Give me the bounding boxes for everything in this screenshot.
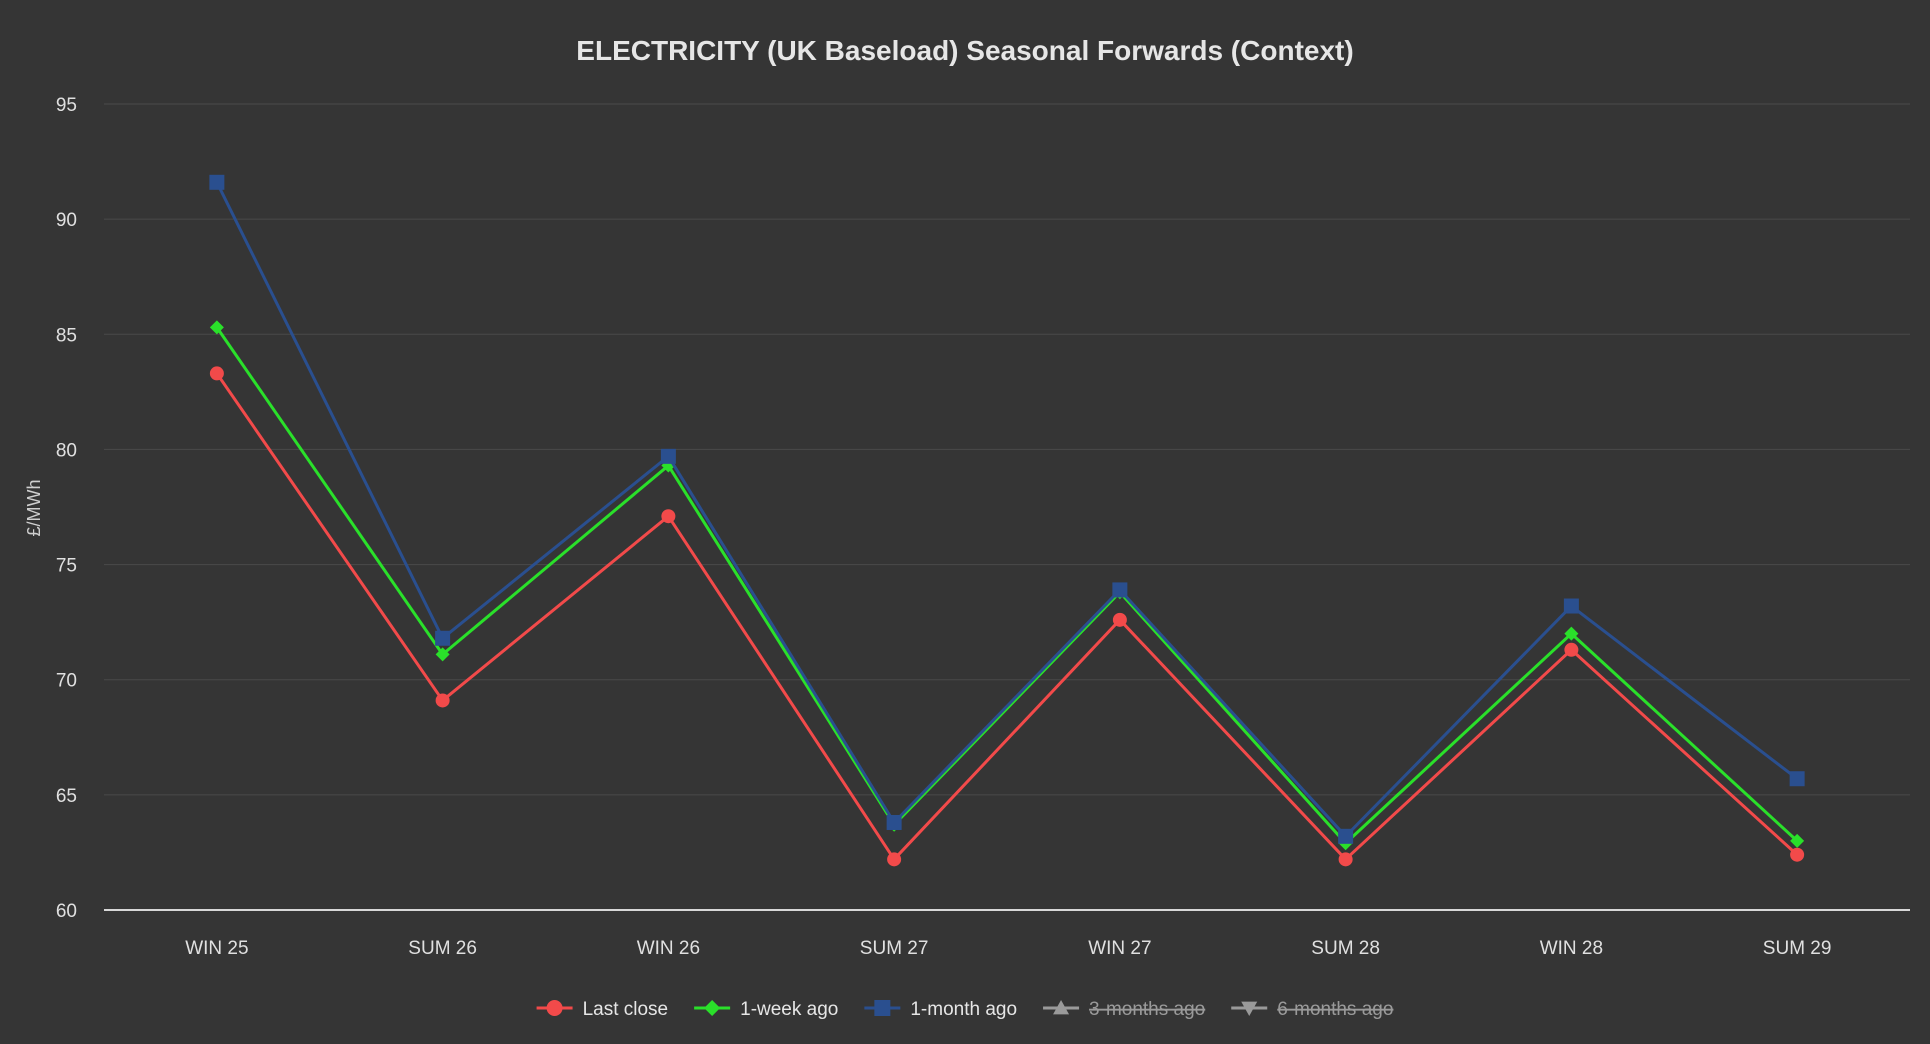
data-point <box>209 320 224 335</box>
data-point <box>1112 582 1128 598</box>
legend-label: 3-months ago <box>1089 999 1205 1020</box>
series-group <box>209 174 1805 867</box>
data-point <box>209 366 224 381</box>
data-point <box>1563 598 1579 614</box>
y-tick-label: 75 <box>56 556 77 577</box>
series-line <box>215 180 1799 838</box>
data-point <box>1790 847 1805 862</box>
legend-item-1[interactable]: 1-week ago <box>694 999 838 1020</box>
legend-item-3[interactable]: 3-months ago <box>1043 999 1205 1020</box>
data-point <box>1338 828 1354 844</box>
legend-item-0[interactable]: Last close <box>536 999 669 1020</box>
data-point <box>1564 626 1579 641</box>
x-tick-label: WIN 28 <box>1540 938 1603 959</box>
y-tick-label: 65 <box>56 786 77 807</box>
series-line <box>215 371 1799 861</box>
legend-item-4[interactable]: 6-months ago <box>1231 999 1393 1020</box>
legend: Last close 1-week ago 1-month ago 3-months … <box>536 999 1393 1020</box>
y-tick-label: 80 <box>56 440 77 461</box>
data-point <box>209 174 225 190</box>
gridlines <box>104 103 1910 796</box>
axes: 60 65 70 75 80 85 90 95 WIN 25 SUM 26 WIN 26 SUM 27… <box>56 95 1910 959</box>
legend-marker <box>546 1000 563 1016</box>
data-point <box>1112 612 1127 627</box>
series-1[interactable] <box>209 320 1805 851</box>
data-point <box>435 630 451 646</box>
data-point <box>1338 852 1353 867</box>
x-tick-label: WIN 26 <box>637 938 700 959</box>
chart-title: ELECTRICITY (UK Baseload) Seasonal Forwa… <box>576 35 1353 66</box>
x-tick-label: SUM 28 <box>1311 938 1380 959</box>
legend-label: 1-month ago <box>910 999 1017 1020</box>
data-point <box>887 852 902 867</box>
data-point <box>435 693 450 708</box>
y-tick-label: 60 <box>56 901 77 922</box>
data-point <box>1789 771 1805 787</box>
data-point <box>1564 642 1579 657</box>
x-tick-label: SUM 29 <box>1763 938 1832 959</box>
legend-item-2[interactable]: 1-month ago <box>864 999 1017 1020</box>
series-0[interactable] <box>209 366 1805 867</box>
x-tick-label: WIN 25 <box>185 938 248 959</box>
data-point <box>886 814 902 830</box>
legend-label: 6-months ago <box>1277 999 1393 1020</box>
x-tick-label: SUM 27 <box>860 938 929 959</box>
legend-label: 1-week ago <box>740 999 838 1020</box>
y-axis-title: £/MWh <box>24 479 44 536</box>
legend-marker <box>1053 1000 1070 1015</box>
data-point <box>1790 833 1805 848</box>
data-point <box>435 647 450 662</box>
legend-label: Last close <box>583 999 669 1020</box>
data-point <box>661 509 676 524</box>
legend-marker <box>704 1000 721 1016</box>
series-line <box>215 325 1799 845</box>
data-point <box>660 448 676 464</box>
y-tick-label: 95 <box>56 95 77 116</box>
x-tick-label: WIN 27 <box>1088 938 1151 959</box>
legend-marker <box>1241 1001 1258 1016</box>
legend-marker <box>874 1000 891 1016</box>
y-tick-label: 85 <box>56 325 77 346</box>
y-tick-label: 70 <box>56 671 77 692</box>
y-tick-label: 90 <box>56 210 77 231</box>
series-2[interactable] <box>209 174 1805 844</box>
x-tick-label: SUM 26 <box>408 938 477 959</box>
